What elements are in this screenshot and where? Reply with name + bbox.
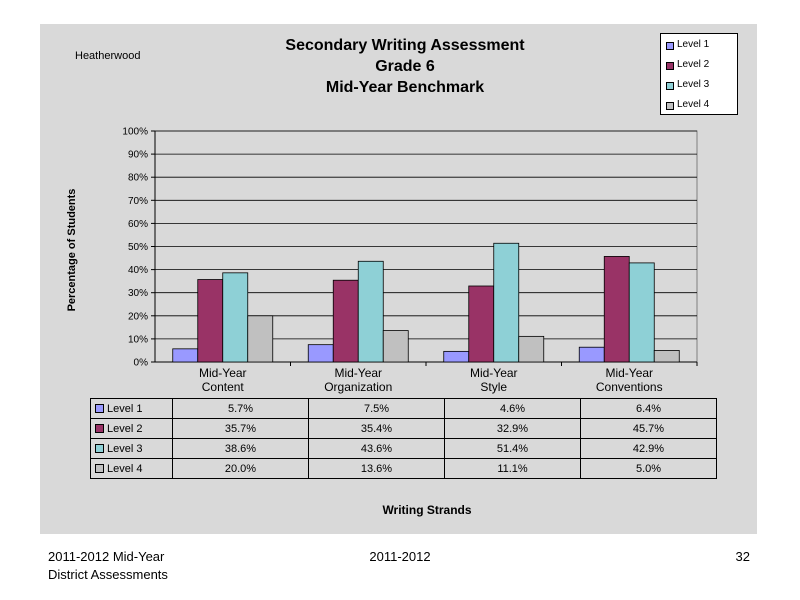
x-tick-label: Organization [324,380,392,394]
bar [172,348,199,363]
y-tick-label: 90% [128,150,148,161]
bar [247,315,274,363]
table-cell: 35.4% [308,418,445,439]
legend-item-level-2: Level 2 [666,58,710,72]
table-row-label: Level 2 [90,418,173,439]
chart-legend: Level 1 Level 2 Level 3 Level 4 [660,33,738,115]
chart-title-line-3: Mid-Year Benchmark [325,79,485,96]
table-row-level-2: Level 2 35.7% 35.4% 32.9% 45.7% [90,418,717,439]
bar [332,279,359,363]
legend-swatch-level-4 [666,102,674,110]
table-cell: 13.6% [308,458,445,479]
table-cell: 35.7% [172,418,309,439]
table-cell: 4.6% [444,398,581,419]
legend-swatch-level-3 [666,82,674,90]
table-cell: 5.0% [580,458,717,479]
table-row-level-4: Level 4 20.0% 13.6% 11.1% 5.0% [90,458,717,479]
legend-label-level-2: Level 2 [677,59,710,70]
bar [578,346,605,363]
data-table: Level 1 5.7% 7.5% 4.6% 6.4% Level 2 35.7… [90,398,717,479]
legend-label-level-3: Level 3 [677,79,710,90]
bar [197,279,224,363]
table-row-label: Level 1 [90,398,173,419]
table-cell: 11.1% [444,458,581,479]
x-axis-label: Writing Strands [382,503,472,517]
bar [468,285,495,363]
legend-label-level-1: Level 1 [677,39,710,50]
table-row-label: Level 4 [90,458,173,479]
y-tick-label: 0% [134,358,149,369]
table-cell: 32.9% [444,418,581,439]
page-number: 32 [735,549,750,564]
x-tick-label: Mid-Year [605,366,653,380]
table-cell: 7.5% [308,398,445,419]
legend-item-level-3: Level 3 [666,78,710,92]
footer-center: 2011-2012 [369,549,431,564]
table-cell: 38.6% [172,438,309,459]
x-tick-label: Conventions [596,380,663,394]
table-series-name: Level 1 [107,402,143,415]
table-swatch-level-3 [95,444,104,454]
table-cell: 45.7% [580,418,717,439]
bar [518,335,545,363]
bar [653,350,680,363]
school-name: Heatherwood [75,50,141,62]
table-swatch-level-4 [95,464,104,474]
y-tick-label: 70% [128,196,148,207]
y-tick-label: 30% [128,288,148,299]
y-tick-label: 80% [128,173,148,184]
y-tick-label: 40% [128,265,148,276]
chart-title-line-2: Grade 6 [375,58,435,75]
bar [382,330,409,363]
legend-item-level-1: Level 1 [666,38,710,52]
legend-item-level-4: Level 4 [666,98,710,112]
y-tick-label: 50% [128,242,148,253]
x-tick-label: Content [202,380,245,394]
table-row-label: Level 3 [90,438,173,459]
table-cell: 42.9% [580,438,717,459]
table-swatch-level-2 [95,424,104,434]
table-series-name: Level 2 [107,422,143,435]
y-tick-label: 60% [128,219,148,230]
footer-left-line-2: District Assessments [48,567,168,582]
bar [222,272,249,363]
footer-left-line-1: 2011-2012 Mid-Year [48,549,165,564]
table-series-name: Level 3 [107,442,143,455]
x-tick-label: Mid-Year [470,366,518,380]
table-cell: 51.4% [444,438,581,459]
bar [493,242,520,363]
legend-swatch-level-1 [666,42,674,50]
x-tick-label: Mid-Year [334,366,382,380]
table-series-name: Level 4 [107,462,143,475]
table-cell: 20.0% [172,458,309,479]
table-row-level-1: Level 1 5.7% 7.5% 4.6% 6.4% [90,398,717,419]
x-tick-label: Mid-Year [199,366,247,380]
y-tick-label: 10% [128,334,148,345]
table-swatch-level-1 [95,404,104,414]
bar [603,256,630,363]
legend-label-level-4: Level 4 [677,99,710,110]
y-tick-label: 20% [128,311,148,322]
table-row-level-3: Level 3 38.6% 43.6% 51.4% 42.9% [90,438,717,459]
bar [628,262,655,363]
bar [357,260,384,363]
legend-swatch-level-2 [666,62,674,70]
table-cell: 5.7% [172,398,309,419]
table-cell: 6.4% [580,398,717,419]
x-tick-label: Style [480,380,507,394]
table-cell: 43.6% [308,438,445,459]
bar [443,350,470,363]
chart-title-line-1: Secondary Writing Assessment [285,37,525,54]
y-tick-label: 100% [122,127,148,138]
bar [307,344,334,363]
